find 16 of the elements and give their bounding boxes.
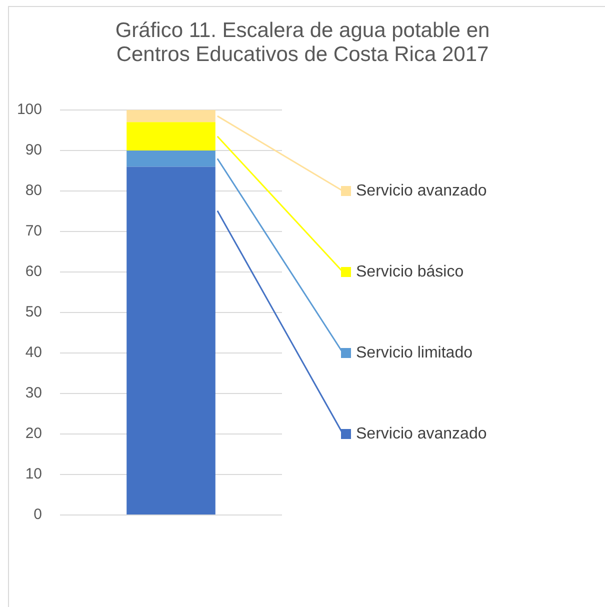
legend-label: Servicio básico [356, 263, 464, 280]
y-tick-label: 80 [25, 182, 42, 200]
y-tick-label: 60 [25, 263, 42, 280]
y-tick-label: 90 [25, 142, 42, 159]
legend-label: Servicio avanzado [356, 182, 487, 200]
y-tick-label: 10 [25, 466, 42, 483]
y-tick-label: 30 [25, 384, 42, 402]
legend-label: Servicio limitado [356, 344, 473, 362]
y-tick-label: 40 [25, 344, 42, 362]
legend-label: Servicio avanzado [356, 425, 487, 442]
y-tick-label: 100 [16, 101, 42, 118]
y-tick-label: 50 [25, 304, 42, 321]
y-tick-label: 0 [34, 506, 42, 524]
y-tick-label: 20 [25, 425, 42, 442]
chart-title: Gráfico 11. Escalera de agua potable en Centros Educativos de Costa Rica 2017 [115, 18, 490, 66]
y-tick-label: 70 [25, 222, 42, 240]
